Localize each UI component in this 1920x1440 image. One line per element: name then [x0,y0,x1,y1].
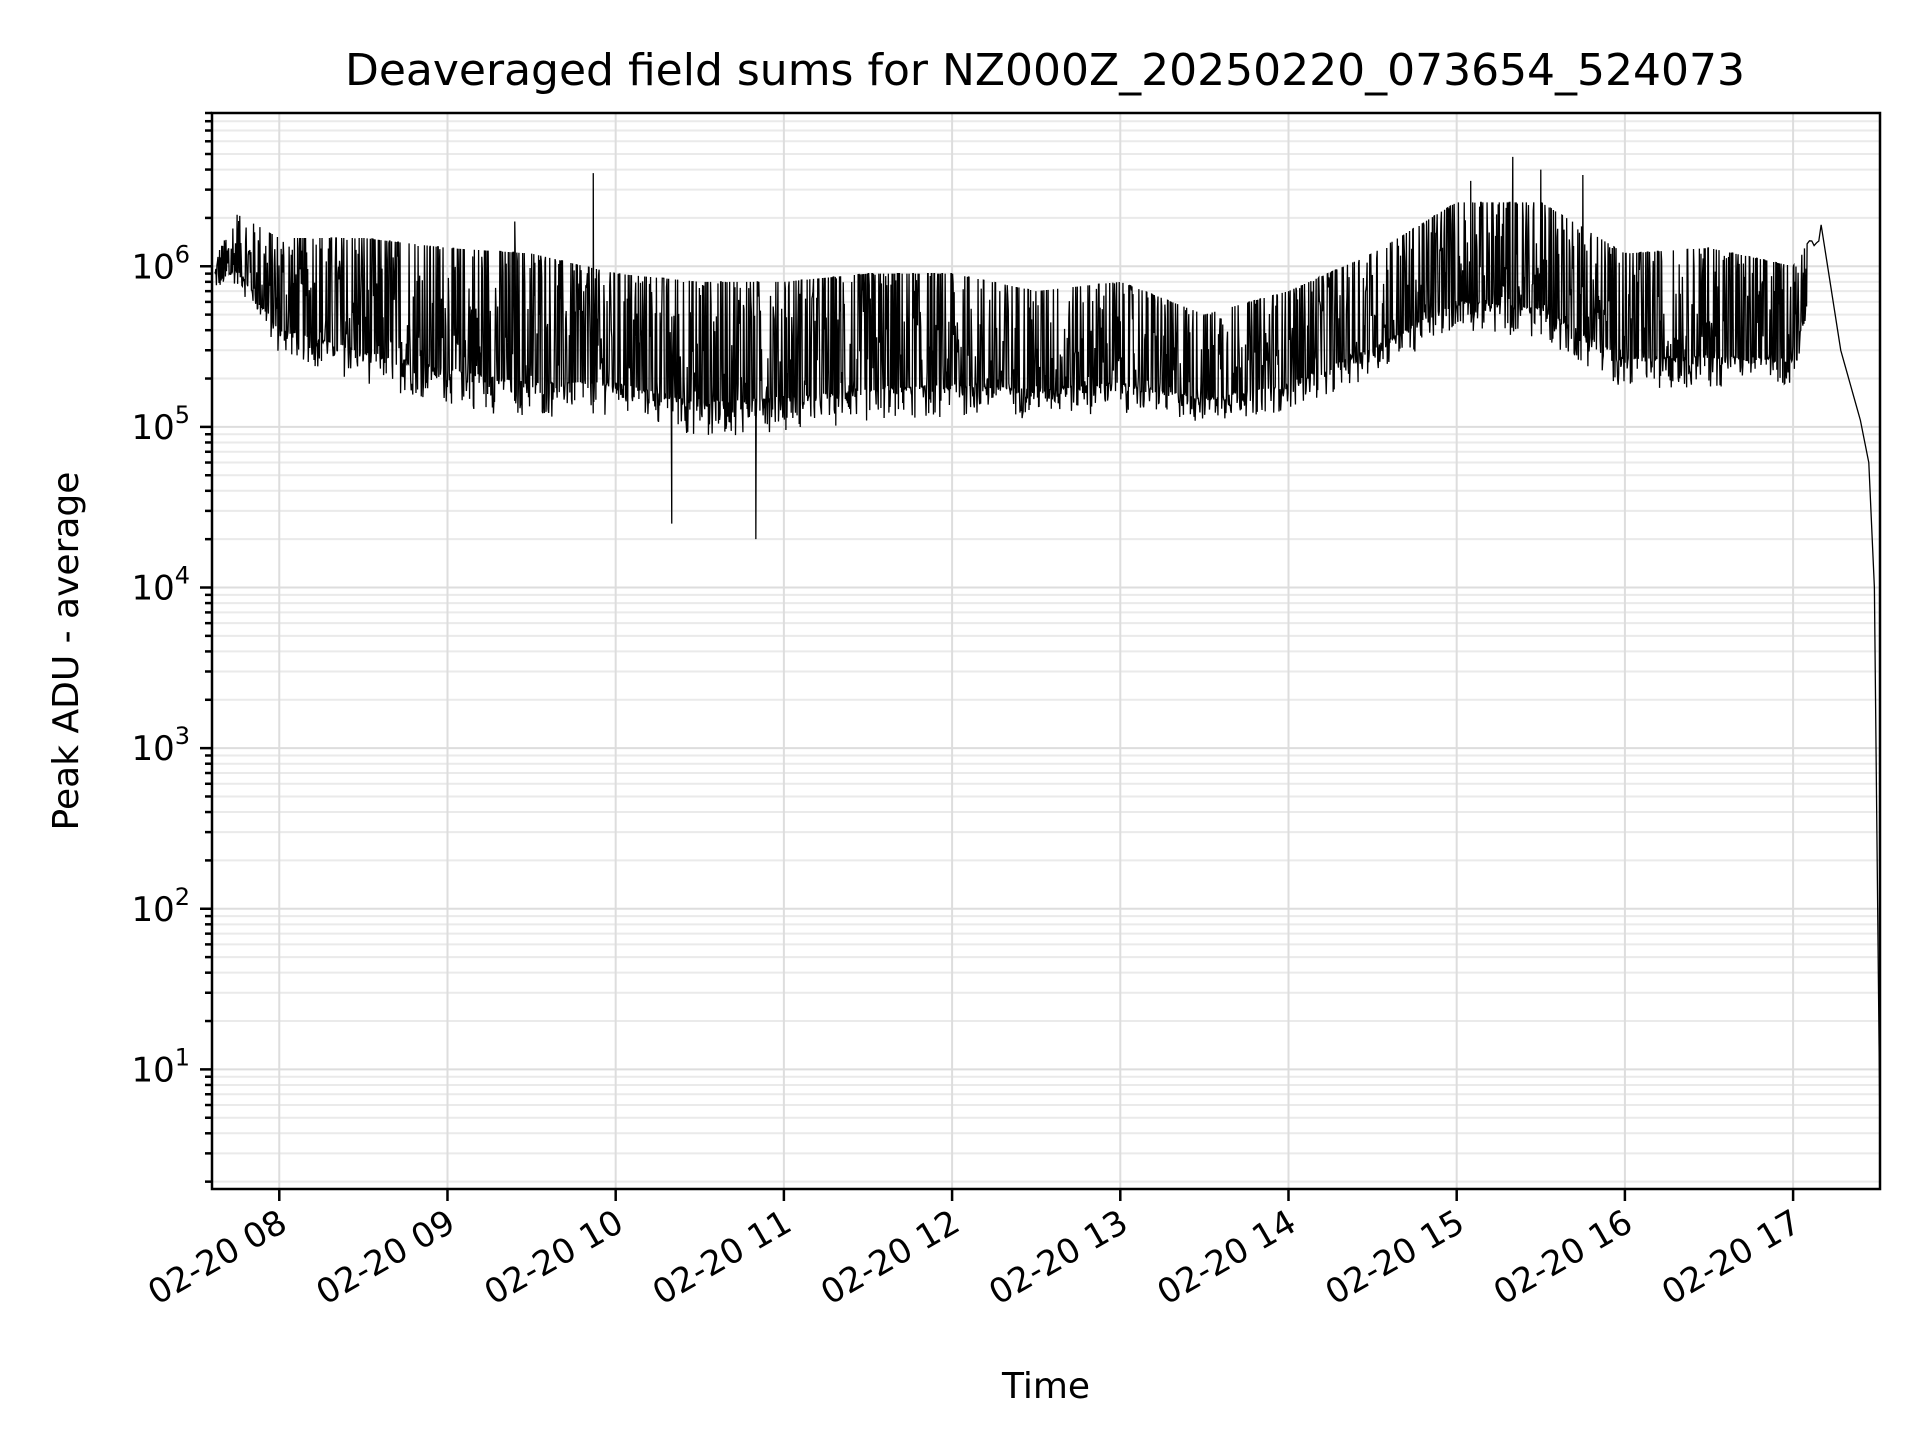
y-axis: 101 102 103 104 105 106 [131,111,212,1183]
y-tick-label: 103 [131,722,190,769]
chart-title: Deaveraged field sums for NZ000Z_2025022… [345,45,1745,96]
series-line [214,156,1881,1137]
y-tick-label: 105 [131,401,190,448]
series-layer [214,156,1881,1137]
y-tick-label: 106 [131,240,190,287]
x-axis-label: Time [1001,1366,1090,1407]
y-tick-label: 101 [131,1043,190,1090]
y-tick-label: 102 [131,883,190,930]
grid-lines [212,112,1880,1189]
y-tick-label: 104 [131,562,190,609]
y-axis-label: Peak ADU - average [46,472,87,831]
